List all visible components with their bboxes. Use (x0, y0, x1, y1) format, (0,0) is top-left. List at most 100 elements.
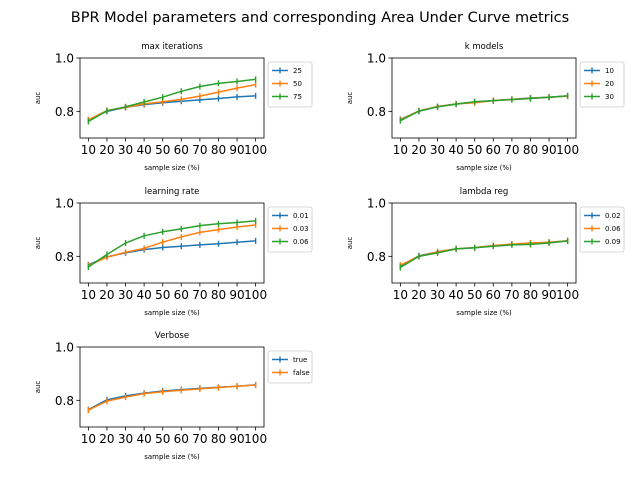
legend: 10 20 30 (579, 61, 625, 108)
legend-label: 20 (605, 80, 614, 88)
x-tick-label: 10 (393, 143, 408, 157)
y-axis-label: auc (34, 237, 42, 250)
series-0.09 (399, 237, 569, 271)
x-tick-label: 60 (486, 143, 501, 157)
legend-box (579, 61, 625, 108)
y-tick-label: 0.8 (55, 105, 74, 119)
x-tick-label: 40 (136, 143, 151, 157)
subplot-title: k models (465, 42, 504, 52)
legend-label: 0.09 (605, 238, 621, 246)
x-tick-label: 90 (541, 143, 556, 157)
subplot-title: max iterations (141, 42, 203, 52)
series-line (400, 240, 568, 266)
series-0.06 (399, 237, 569, 269)
y-tick-label: 0.8 (55, 250, 74, 264)
axes-frame (79, 346, 265, 428)
series-line (400, 95, 568, 122)
y-tick-label: 1.0 (55, 52, 74, 66)
x-tick-label: 90 (229, 143, 244, 157)
legend-label: 75 (293, 93, 302, 101)
y-tick-label: 1.0 (367, 52, 386, 66)
legend-label: false (293, 369, 310, 377)
legend-label: 10 (605, 67, 614, 75)
x-tick-label: 100 (244, 432, 267, 446)
x-tick-label: 20 (411, 143, 426, 157)
series-line (87, 78, 256, 123)
x-tick-label: 50 (155, 288, 170, 302)
x-tick-label: 50 (155, 432, 170, 446)
series-25 (87, 92, 257, 123)
x-tick-label: 60 (174, 432, 189, 446)
x-tick-label: 80 (211, 288, 226, 302)
x-tick-label: 80 (211, 143, 226, 157)
legend-label: true (293, 356, 307, 364)
axes-frame (79, 57, 265, 139)
y-tick-label: 1.0 (55, 341, 74, 355)
subplot-3: learning rate 10 20 30 40 50 60 70 80 90 100 0.8 1.0… (34, 187, 313, 317)
x-axis-label: sample size (%) (144, 164, 200, 172)
x-tick-label: 90 (229, 432, 244, 446)
x-tick-label: 70 (504, 288, 519, 302)
x-tick-label: 70 (192, 143, 207, 157)
x-tick-label: 80 (523, 143, 538, 157)
series-line (399, 240, 568, 267)
x-tick-label: 20 (411, 288, 426, 302)
legend-label: 0.06 (293, 238, 309, 246)
legend-label: 25 (293, 67, 302, 75)
series-0.03 (87, 221, 257, 269)
series-line (400, 95, 568, 121)
x-tick-label: 20 (99, 143, 114, 157)
subplot-title: lambda reg (460, 187, 509, 197)
series-75 (87, 76, 257, 125)
x-tick-label: 80 (211, 432, 226, 446)
legend-label: 0.01 (293, 212, 309, 220)
x-axis-label: sample size (%) (144, 309, 200, 317)
series-line (88, 384, 256, 411)
x-tick-label: 10 (393, 288, 408, 302)
x-tick-label: 40 (136, 432, 151, 446)
x-tick-label: 60 (174, 288, 189, 302)
y-axis-label: auc (34, 381, 42, 394)
x-tick-label: 70 (192, 432, 207, 446)
y-tick-label: 1.0 (55, 197, 74, 211)
subplot-5: Verbose 10 20 30 40 50 60 70 80 90 100 0.8 1.0 sample… (34, 331, 313, 461)
series-line (87, 220, 256, 268)
legend: 0.02 0.06 0.09 (579, 206, 625, 253)
legend-label: 30 (605, 93, 614, 101)
x-tick-label: 40 (448, 143, 463, 157)
series-line (88, 240, 256, 266)
series-line (400, 95, 568, 121)
series-30 (399, 92, 569, 124)
x-tick-label: 10 (81, 143, 96, 157)
axes-frame (79, 202, 265, 284)
x-tick-label: 10 (81, 432, 96, 446)
x-tick-label: 90 (541, 288, 556, 302)
x-tick-label: 50 (467, 143, 482, 157)
subplot-1: max iterations 10 20 30 40 50 60 70 80 90 100 0.8 1.… (34, 42, 313, 172)
x-tick-label: 20 (99, 288, 114, 302)
x-tick-label: 60 (486, 288, 501, 302)
series-false (87, 382, 257, 414)
x-tick-label: 30 (430, 143, 445, 157)
legend-label: 0.02 (605, 212, 621, 220)
x-tick-label: 50 (155, 143, 170, 157)
legend-box (267, 61, 313, 108)
y-tick-label: 0.8 (367, 250, 386, 264)
series-line (399, 240, 568, 269)
legend: 25 50 75 (267, 61, 313, 108)
x-tick-label: 80 (523, 288, 538, 302)
x-tick-label: 30 (118, 143, 133, 157)
series-0.06 (87, 217, 257, 270)
axes-frame (391, 202, 577, 284)
legend-label: 0.06 (605, 225, 621, 233)
subplot-title: Verbose (155, 331, 189, 341)
x-tick-label: 60 (174, 143, 189, 157)
x-axis-label: sample size (%) (144, 453, 200, 461)
x-axis-label: sample size (%) (456, 164, 512, 172)
series-line (88, 224, 256, 267)
x-tick-label: 30 (430, 288, 445, 302)
legend: 0.01 0.03 0.06 (267, 206, 313, 253)
y-tick-label: 0.8 (55, 394, 74, 408)
